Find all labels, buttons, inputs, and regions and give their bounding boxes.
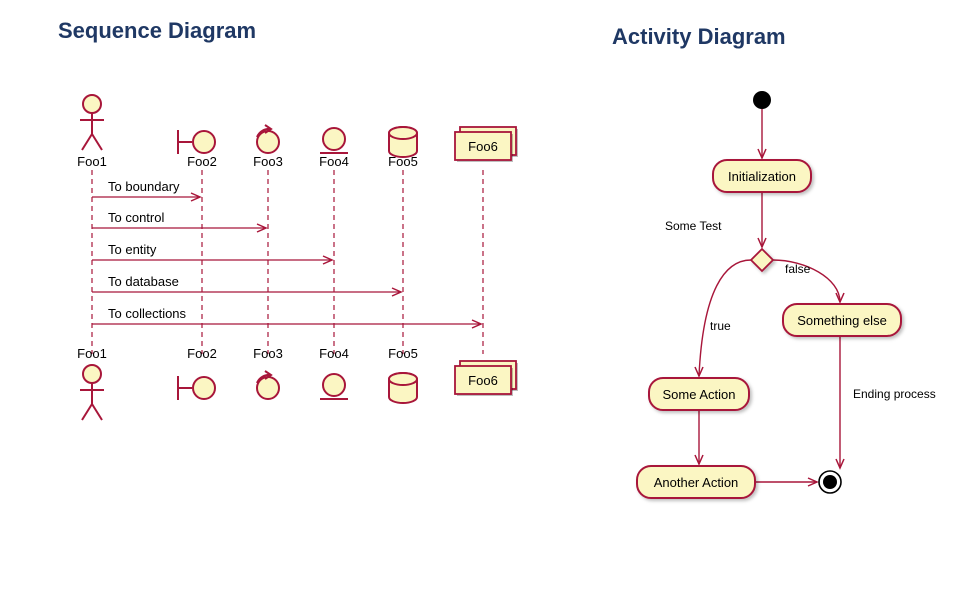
participant-foo6: Foo6	[455, 127, 518, 162]
activity-diagram: Some Test true false Ending process Initiali…	[575, 80, 955, 560]
decision-label: Some Test	[665, 219, 722, 233]
activity-node-label: Initialization	[728, 169, 796, 184]
sequence-diagram: Foo1 Foo2 Foo3 Foo4 Foo5 Foo6 To boundary To co…	[45, 90, 575, 560]
message-label: To control	[108, 210, 164, 225]
svg-text:Foo6: Foo6	[468, 139, 498, 154]
message-label: To collections	[108, 306, 187, 321]
edge	[699, 260, 751, 376]
decision-node	[751, 249, 773, 271]
ending-label: Ending process	[853, 387, 936, 401]
activity-node-label: Another Action	[654, 475, 739, 490]
svg-text:Foo2: Foo2	[187, 346, 217, 361]
participant-label: Foo5	[388, 154, 418, 169]
branch-false-label: false	[785, 262, 811, 276]
participant-label: Foo4	[319, 154, 349, 169]
activity-title: Activity Diagram	[612, 24, 786, 50]
participant-foo2	[178, 130, 215, 154]
sequence-title: Sequence Diagram	[58, 18, 256, 44]
activity-node-label: Something else	[797, 313, 887, 328]
message-label: To boundary	[108, 179, 180, 194]
start-node	[753, 91, 771, 109]
participant-foo5	[389, 127, 417, 157]
participant-foo1	[80, 95, 104, 150]
participant-label: Foo2	[187, 154, 217, 169]
participant-label: Foo3	[253, 154, 283, 169]
participant-label: Foo1	[77, 154, 107, 169]
branch-true-label: true	[710, 319, 731, 333]
message-label: To entity	[108, 242, 157, 257]
message-label: To database	[108, 274, 179, 289]
participant-foo3	[257, 125, 279, 153]
participant-foo4	[320, 128, 348, 153]
activity-node-label: Some Action	[663, 387, 736, 402]
svg-text:Foo4: Foo4	[319, 346, 349, 361]
svg-text:Foo5: Foo5	[388, 346, 418, 361]
svg-text:Foo3: Foo3	[253, 346, 283, 361]
svg-text:Foo1: Foo1	[77, 346, 107, 361]
svg-text:Foo6: Foo6	[468, 373, 498, 388]
